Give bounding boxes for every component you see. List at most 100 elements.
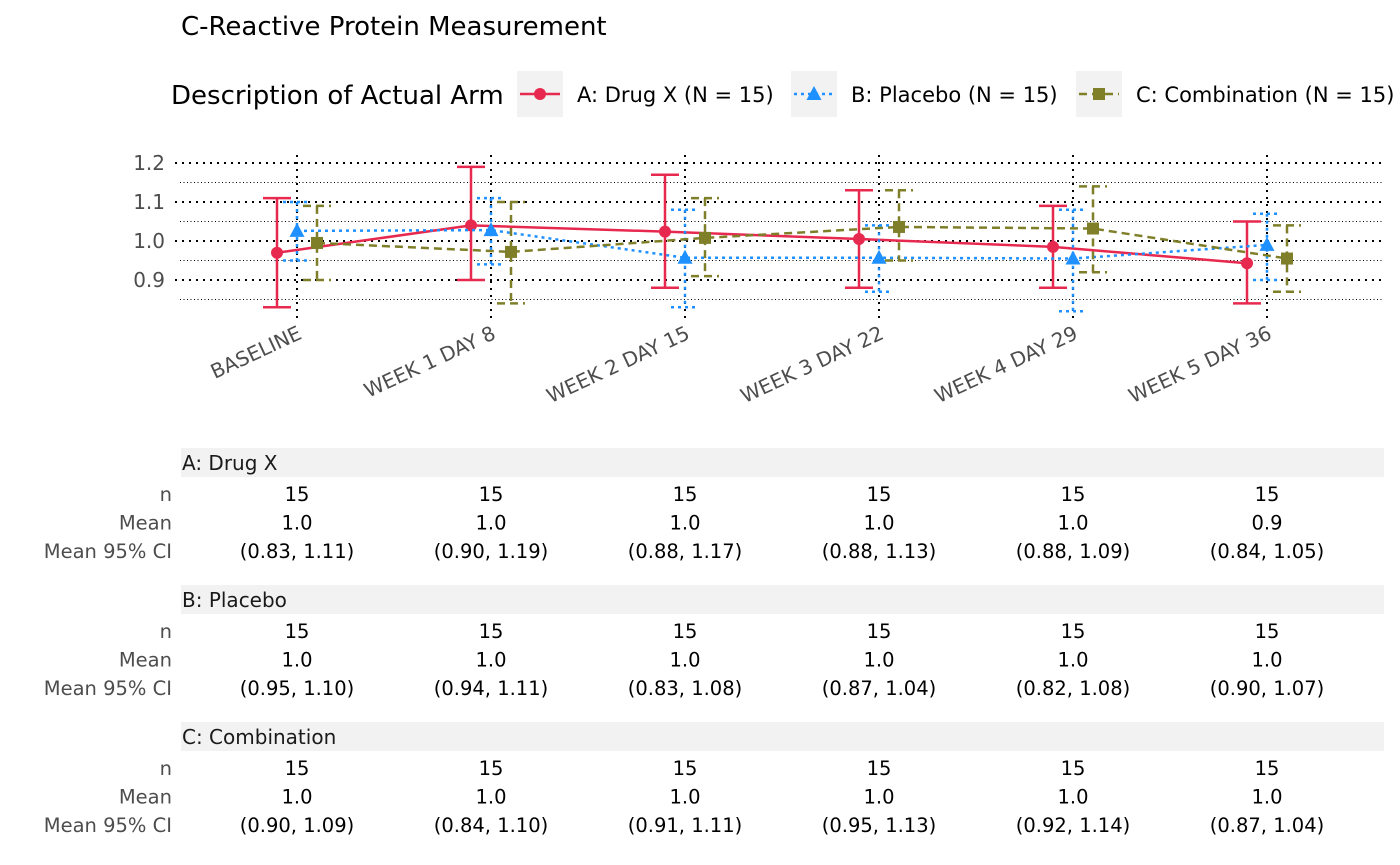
table-cell: 15 [479,757,504,780]
data-point [271,246,283,259]
data-point [483,222,499,237]
table-group: A: Drug X n 15 15 15 15 15 15 Mean 1.0 1.0 1.0 1.0 1.… [44,448,1384,563]
table-group: B: Placebo n 15 15 15 15 15 15 Mean 1.0 1.0 1.0 1.0 1… [44,585,1384,700]
table-cell: (0.90, 1.07) [1210,677,1324,700]
data-point [1065,250,1081,265]
y-tick-label: 1.0 [133,229,165,253]
error-bar [497,200,525,305]
legend-entry-label: C: Combination (N = 15) [1136,83,1394,107]
table-cell: (0.82, 1.08) [1016,677,1130,700]
data-point [1241,257,1253,270]
y-tick-label: 0.9 [133,268,165,292]
y-tick-label: 1.1 [133,190,165,214]
error-bar [303,204,331,282]
table-cell: 1.0 [1251,649,1282,672]
table-cell: 15 [285,483,310,506]
table-cell: 15 [673,757,698,780]
table-cell: 1.0 [863,649,894,672]
x-tick-label: BASELINE [207,321,305,384]
series-line [296,228,1268,260]
table-cell: (0.83, 1.08) [628,677,742,700]
error-bar [865,224,893,293]
data-point [1259,236,1275,251]
x-tick-label: WEEK 5 DAY 36 [1125,321,1275,408]
table-cell: 1.0 [281,512,312,535]
table-row-label: Mean [119,512,172,535]
table-cell: 0.9 [1251,512,1282,535]
table-cell: 1.0 [1057,649,1088,672]
table-cell: 1.0 [669,512,700,535]
table-cell: 1.0 [1057,512,1088,535]
table-cell: (0.90, 1.09) [240,814,354,837]
data-point [677,249,693,264]
table-cell: 1.0 [669,786,700,809]
legend-entry-label: A: Drug X (N = 15) [577,83,774,107]
table-cell: 15 [1061,620,1086,643]
chart-title: C-Reactive Protein Measurement [181,12,607,42]
table-row-label: n [160,757,172,780]
table-cell: 15 [1255,757,1280,780]
table-cell: 1.0 [1251,786,1282,809]
data-point [1087,222,1099,235]
table-cell: 15 [867,483,892,506]
table-strip-label: A: Drug X [182,451,278,475]
table-strip [181,585,1384,614]
table-cell: (0.88, 1.17) [628,540,742,563]
legend-key-marker [534,88,546,100]
table-row-label: Mean [119,649,172,672]
table-cell: 1.0 [475,786,506,809]
table-row-label: n [160,620,172,643]
x-axis: BASELINE WEEK 1 DAY 8 WEEK 2 DAY 15 WEEK 3 … [207,321,1275,408]
error-bar [671,208,699,309]
data-point [1047,240,1059,253]
table-cell: (0.95, 1.10) [240,677,354,700]
plot-area: 0.9 1.0 1.1 1.2 [133,151,1383,320]
table-cell: 15 [1255,483,1280,506]
table-cell: (0.84, 1.10) [434,814,548,837]
x-tick-label: WEEK 2 DAY 15 [543,321,693,408]
data-point [853,233,865,246]
series-line [316,225,1288,260]
x-tick-label: WEEK 1 DAY 8 [360,321,499,403]
table-row-label: n [160,483,172,506]
table-cell: 15 [867,620,892,643]
series-1 [283,196,1281,313]
table-cell: 1.0 [475,512,506,535]
data-point [465,219,477,232]
table-cell: (0.83, 1.11) [240,540,354,563]
data-point [1281,252,1293,265]
table-cell: 15 [285,757,310,780]
table-cell: (0.88, 1.13) [822,540,936,563]
legend-entry-label: B: Placebo (N = 15) [851,83,1058,107]
x-tick-label: WEEK 3 DAY 22 [737,321,887,408]
data-point [505,245,517,258]
legend: Description of Actual Arm A: Drug X (N =… [171,71,1394,117]
error-bar [477,196,505,266]
error-bar [1253,212,1281,282]
table-cell: 15 [1061,483,1086,506]
data-point [871,249,887,264]
table-cell: (0.91, 1.11) [628,814,742,837]
table-cell: (0.94, 1.11) [434,677,548,700]
legend-title: Description of Actual Arm [171,81,504,111]
table-cell: 1.0 [281,649,312,672]
table-cell: 15 [867,757,892,780]
table-cell: (0.92, 1.14) [1016,814,1130,837]
table-cell: 1.0 [669,649,700,672]
table-cell: 1.0 [281,786,312,809]
table-cell: (0.87, 1.04) [1210,814,1324,837]
data-point [289,222,305,237]
table-cell: 15 [1255,620,1280,643]
table-row-label: Mean 95% CI [44,814,172,837]
table-cell: (0.88, 1.09) [1016,540,1130,563]
legend-key-marker [806,86,822,100]
data-point [311,236,323,249]
table-cell: (0.84, 1.05) [1210,540,1324,563]
x-tick-label: WEEK 4 DAY 29 [931,321,1081,408]
table-cell: 15 [285,620,310,643]
table-cell: (0.87, 1.04) [822,677,936,700]
data-point [699,231,711,244]
y-tick-label: 1.2 [133,151,165,175]
table-cell: 15 [479,483,504,506]
